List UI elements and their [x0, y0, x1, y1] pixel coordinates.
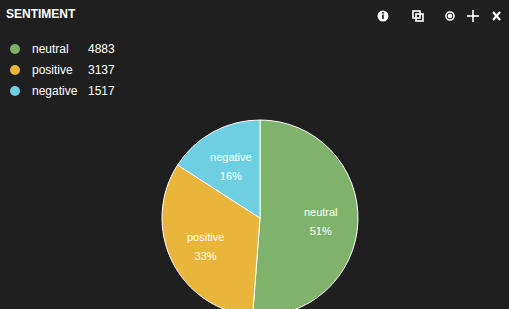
html-text:positive: positive	[32, 62, 73, 77]
html-text:1517: 1517	[88, 83, 115, 98]
html-text:3137: 3137	[88, 62, 115, 77]
html-text:SENTIMENT: SENTIMENT	[6, 7, 76, 21]
html-text:neutral: neutral	[32, 41, 69, 56]
svg-text:negative16%: negative16%	[210, 151, 252, 182]
html-text:negative: negative	[32, 83, 78, 98]
svg-text:neutral51%: neutral51%	[304, 206, 338, 237]
svg-text:positive33%: positive33%	[187, 231, 224, 262]
html-text:4883: 4883	[88, 41, 115, 56]
